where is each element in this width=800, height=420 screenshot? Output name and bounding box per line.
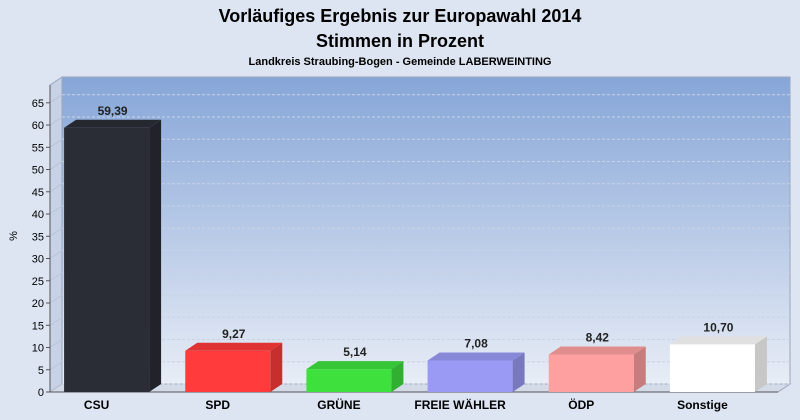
- gridline-side: [49, 227, 63, 237]
- gridline-side: [49, 294, 63, 304]
- x-tick-label: SPD: [205, 398, 230, 412]
- x-tick-label: GRÜNE: [317, 397, 360, 412]
- y-tick-label: 25: [32, 276, 44, 288]
- bar-top: [548, 346, 646, 355]
- x-tick-label: CSU: [84, 398, 109, 412]
- bar-value-label: 8,42: [586, 331, 610, 345]
- chart-subsubtitle: Landkreis Straubing-Bogen - Gemeinde LAB…: [249, 56, 552, 68]
- chart-title: Vorläufiges Ergebnis zur Europawahl 2014: [219, 6, 582, 26]
- y-tick-label: 50: [32, 165, 44, 177]
- gridline-side: [49, 383, 63, 393]
- gridline-side: [49, 316, 63, 326]
- bar-value-label: 5,14: [343, 345, 367, 359]
- gridline-side: [49, 205, 63, 215]
- bar-top: [669, 336, 767, 345]
- y-tick-label: 0: [38, 387, 44, 399]
- bar-side: [633, 346, 646, 392]
- bar-side: [391, 361, 404, 392]
- gridline-side: [49, 183, 63, 193]
- bar-top: [64, 119, 162, 128]
- bar-value-label: 7,08: [464, 336, 488, 350]
- y-tick-label: 45: [32, 187, 44, 199]
- bar-value-label: 59,39: [98, 104, 128, 118]
- x-tick-label: Sonstige: [677, 398, 728, 412]
- x-tick-label: ÖDP: [568, 397, 594, 412]
- gridline-side: [49, 272, 63, 282]
- chart-subtitle: Stimmen in Prozent: [316, 31, 484, 51]
- bar: [669, 344, 755, 392]
- y-tick-label: 65: [32, 98, 44, 110]
- gridline-side: [49, 250, 63, 259]
- bar-side: [270, 342, 283, 392]
- bar-value-label: 9,27: [222, 327, 246, 341]
- y-tick-label: 55: [32, 142, 44, 154]
- y-tick-label: 15: [32, 320, 44, 332]
- bar-side: [754, 336, 767, 392]
- gridline-side: [49, 138, 63, 148]
- plot-back-wall: [61, 76, 791, 385]
- bar-top: [185, 342, 283, 351]
- y-tick-label: 5: [38, 365, 44, 377]
- bar: [548, 354, 634, 392]
- y-tick-label: 30: [32, 254, 44, 266]
- bar-top: [427, 352, 525, 361]
- bar-top: [306, 361, 404, 370]
- y-tick-label: 20: [32, 298, 44, 310]
- gridline-side: [49, 361, 63, 371]
- bar-value-label: 10,70: [703, 320, 733, 334]
- x-tick-label: FREIE WÄHLER: [414, 397, 506, 412]
- gridline-side: [49, 94, 63, 104]
- bar-side: [512, 352, 525, 392]
- bar: [185, 350, 271, 392]
- bar: [427, 360, 513, 392]
- y-tick-label: 60: [32, 120, 44, 132]
- bar-side: [149, 119, 162, 392]
- y-tick-label: 35: [32, 231, 44, 243]
- y-tick-label: 40: [32, 209, 44, 221]
- bar: [64, 127, 150, 392]
- bar: [306, 369, 392, 392]
- gridline-side: [49, 339, 63, 348]
- y-axis-label: %: [8, 231, 20, 241]
- gridline-side: [49, 161, 63, 170]
- y-tick-label: 10: [32, 343, 44, 355]
- gridline-side: [49, 116, 63, 126]
